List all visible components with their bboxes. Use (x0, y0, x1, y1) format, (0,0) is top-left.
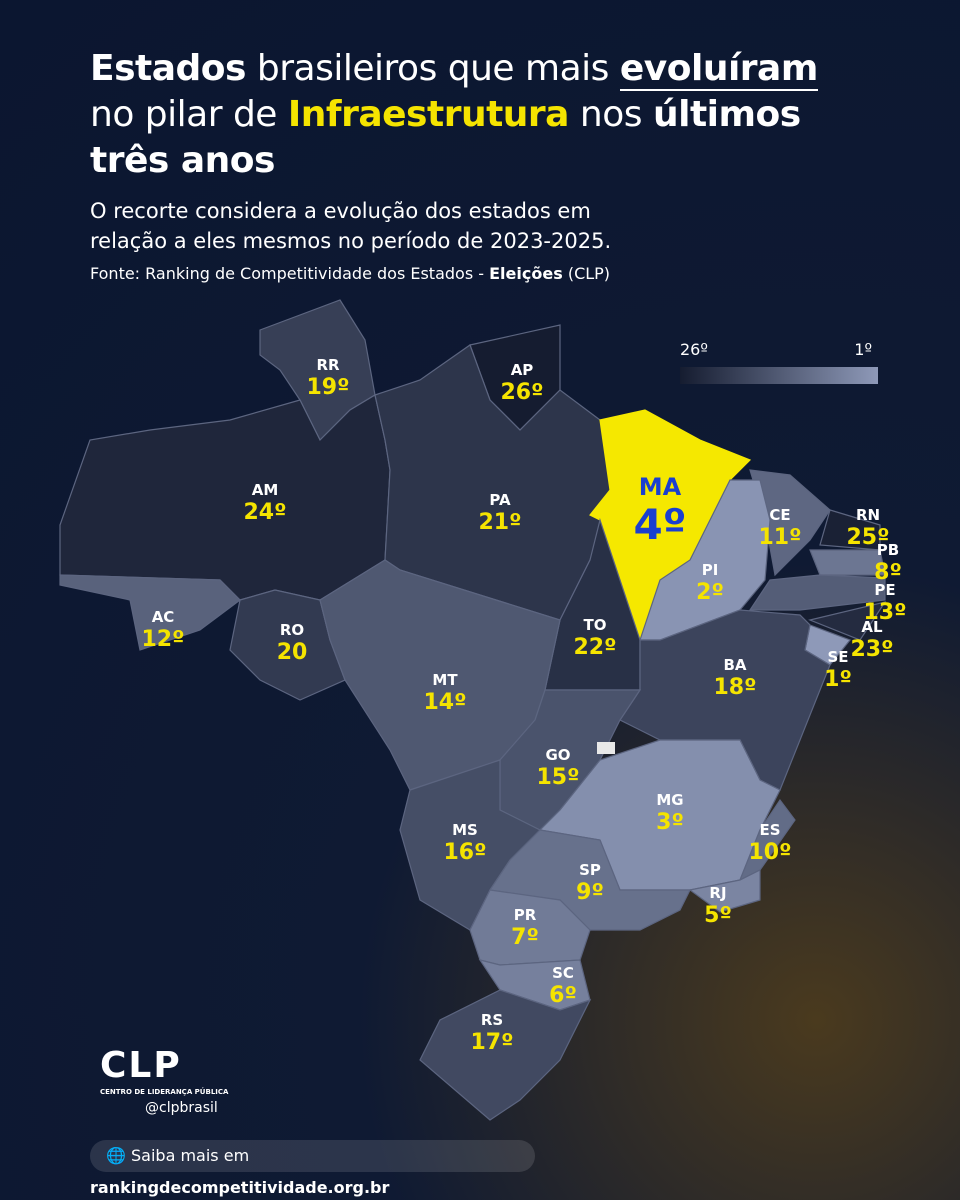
state-rank: 19º (306, 375, 349, 400)
title-part: brasileiros que mais (256, 48, 610, 89)
subtitle: O recorte considera a evolução dos estad… (90, 196, 611, 256)
link-url[interactable]: rankingdecompetitividade.org.br (90, 1178, 390, 1197)
state-rank: 13º (863, 600, 906, 625)
state-rank: 4º (634, 500, 687, 549)
legend-bar (680, 367, 878, 384)
state-code: AL (861, 618, 883, 636)
state (748, 574, 886, 611)
state-code: MT (432, 671, 458, 689)
state-code: PB (877, 541, 899, 559)
state-code: PR (514, 906, 537, 924)
state-code: PA (489, 491, 511, 509)
title-part: últimos (652, 94, 801, 135)
state-rank: 11º (758, 525, 801, 550)
state-rank: 17º (470, 1030, 513, 1055)
df (597, 742, 615, 754)
state-rank: 15º (536, 765, 579, 790)
title-part: três anos (90, 140, 275, 181)
state (808, 601, 887, 641)
legend-low: 26º (680, 340, 708, 359)
state-code: SE (827, 648, 848, 666)
subtitle-line: O recorte considera a evolução dos estad… (90, 199, 591, 223)
state-rank: 12º (141, 627, 184, 652)
state-code: MA (639, 473, 682, 501)
state (488, 829, 691, 931)
state-code: PI (702, 561, 719, 579)
state-rank: 18º (713, 675, 756, 700)
state-code: CE (769, 506, 790, 524)
state-rank: 7º (511, 925, 539, 950)
link-text: Saiba mais em (131, 1146, 250, 1165)
state-code: SC (552, 964, 574, 982)
title-part: Infraestrutura (287, 94, 570, 135)
state-code: BA (723, 656, 746, 674)
state-code: RO (280, 621, 304, 639)
state-code: MG (656, 791, 683, 809)
state-rank: 20 (277, 640, 308, 665)
state-code: RN (856, 506, 880, 524)
state-rank: 9º (576, 880, 604, 905)
state (59, 394, 391, 601)
state-rank: 25º (846, 525, 889, 550)
title-part: nos (579, 94, 643, 135)
state-code: TO (584, 616, 607, 634)
state-code: ES (759, 821, 780, 839)
state-code: PE (874, 581, 895, 599)
state-rank: 22º (573, 635, 616, 660)
subtitle-line: relação a eles mesmos no período de 2023… (90, 229, 612, 253)
source: Fonte: Ranking de Competitividade dos Es… (90, 264, 610, 283)
state-rank: 16º (443, 840, 486, 865)
state-code: MS (452, 821, 478, 839)
state-code: SP (579, 861, 601, 879)
state (59, 574, 241, 651)
state-code: AP (511, 361, 534, 379)
state-rank: 8º (874, 560, 902, 585)
state-rank: 2º (696, 580, 724, 605)
handle: @clpbrasil (145, 1100, 218, 1116)
title-part: no pilar de (90, 94, 277, 135)
state (809, 549, 886, 576)
source-text: Eleições (489, 264, 563, 283)
state-rank: 14º (423, 690, 466, 715)
legend-high: 1º (854, 340, 872, 359)
state-code: GO (545, 746, 570, 764)
state-rank: 3º (656, 810, 684, 835)
state-code: RR (316, 356, 340, 374)
state (688, 869, 761, 913)
state-code: AM (252, 481, 279, 499)
source-text: Fonte: Ranking de Competitividade dos Es… (90, 264, 485, 283)
state-code: RJ (709, 884, 726, 902)
title: Estados brasileiros que mais evoluíram no… (90, 46, 850, 184)
org-name: CENTRO DE LIDERANÇA PÚBLICA (100, 1088, 229, 1096)
title-part: evoluíram (619, 48, 818, 91)
state (639, 479, 771, 641)
state-rank: 26º (500, 380, 543, 405)
state-rank: 21º (478, 510, 521, 535)
state-code: AC (152, 608, 175, 626)
state-rank: 24º (243, 500, 286, 525)
link-bar[interactable]: 🌐 Saiba mais em rankingdecompetitividade… (90, 1140, 535, 1197)
title-part: Estados (90, 48, 246, 89)
state-rank: 6º (549, 983, 577, 1008)
state-rank: 5º (704, 903, 732, 928)
source-text: (CLP) (567, 264, 611, 283)
state (738, 798, 796, 882)
state (419, 989, 592, 1121)
state-rank: 10º (748, 840, 791, 865)
state-rank: 1º (824, 667, 852, 692)
logo: CLP (100, 1045, 182, 1086)
state-code: RS (481, 1011, 503, 1029)
state-rank: 23º (850, 637, 893, 662)
